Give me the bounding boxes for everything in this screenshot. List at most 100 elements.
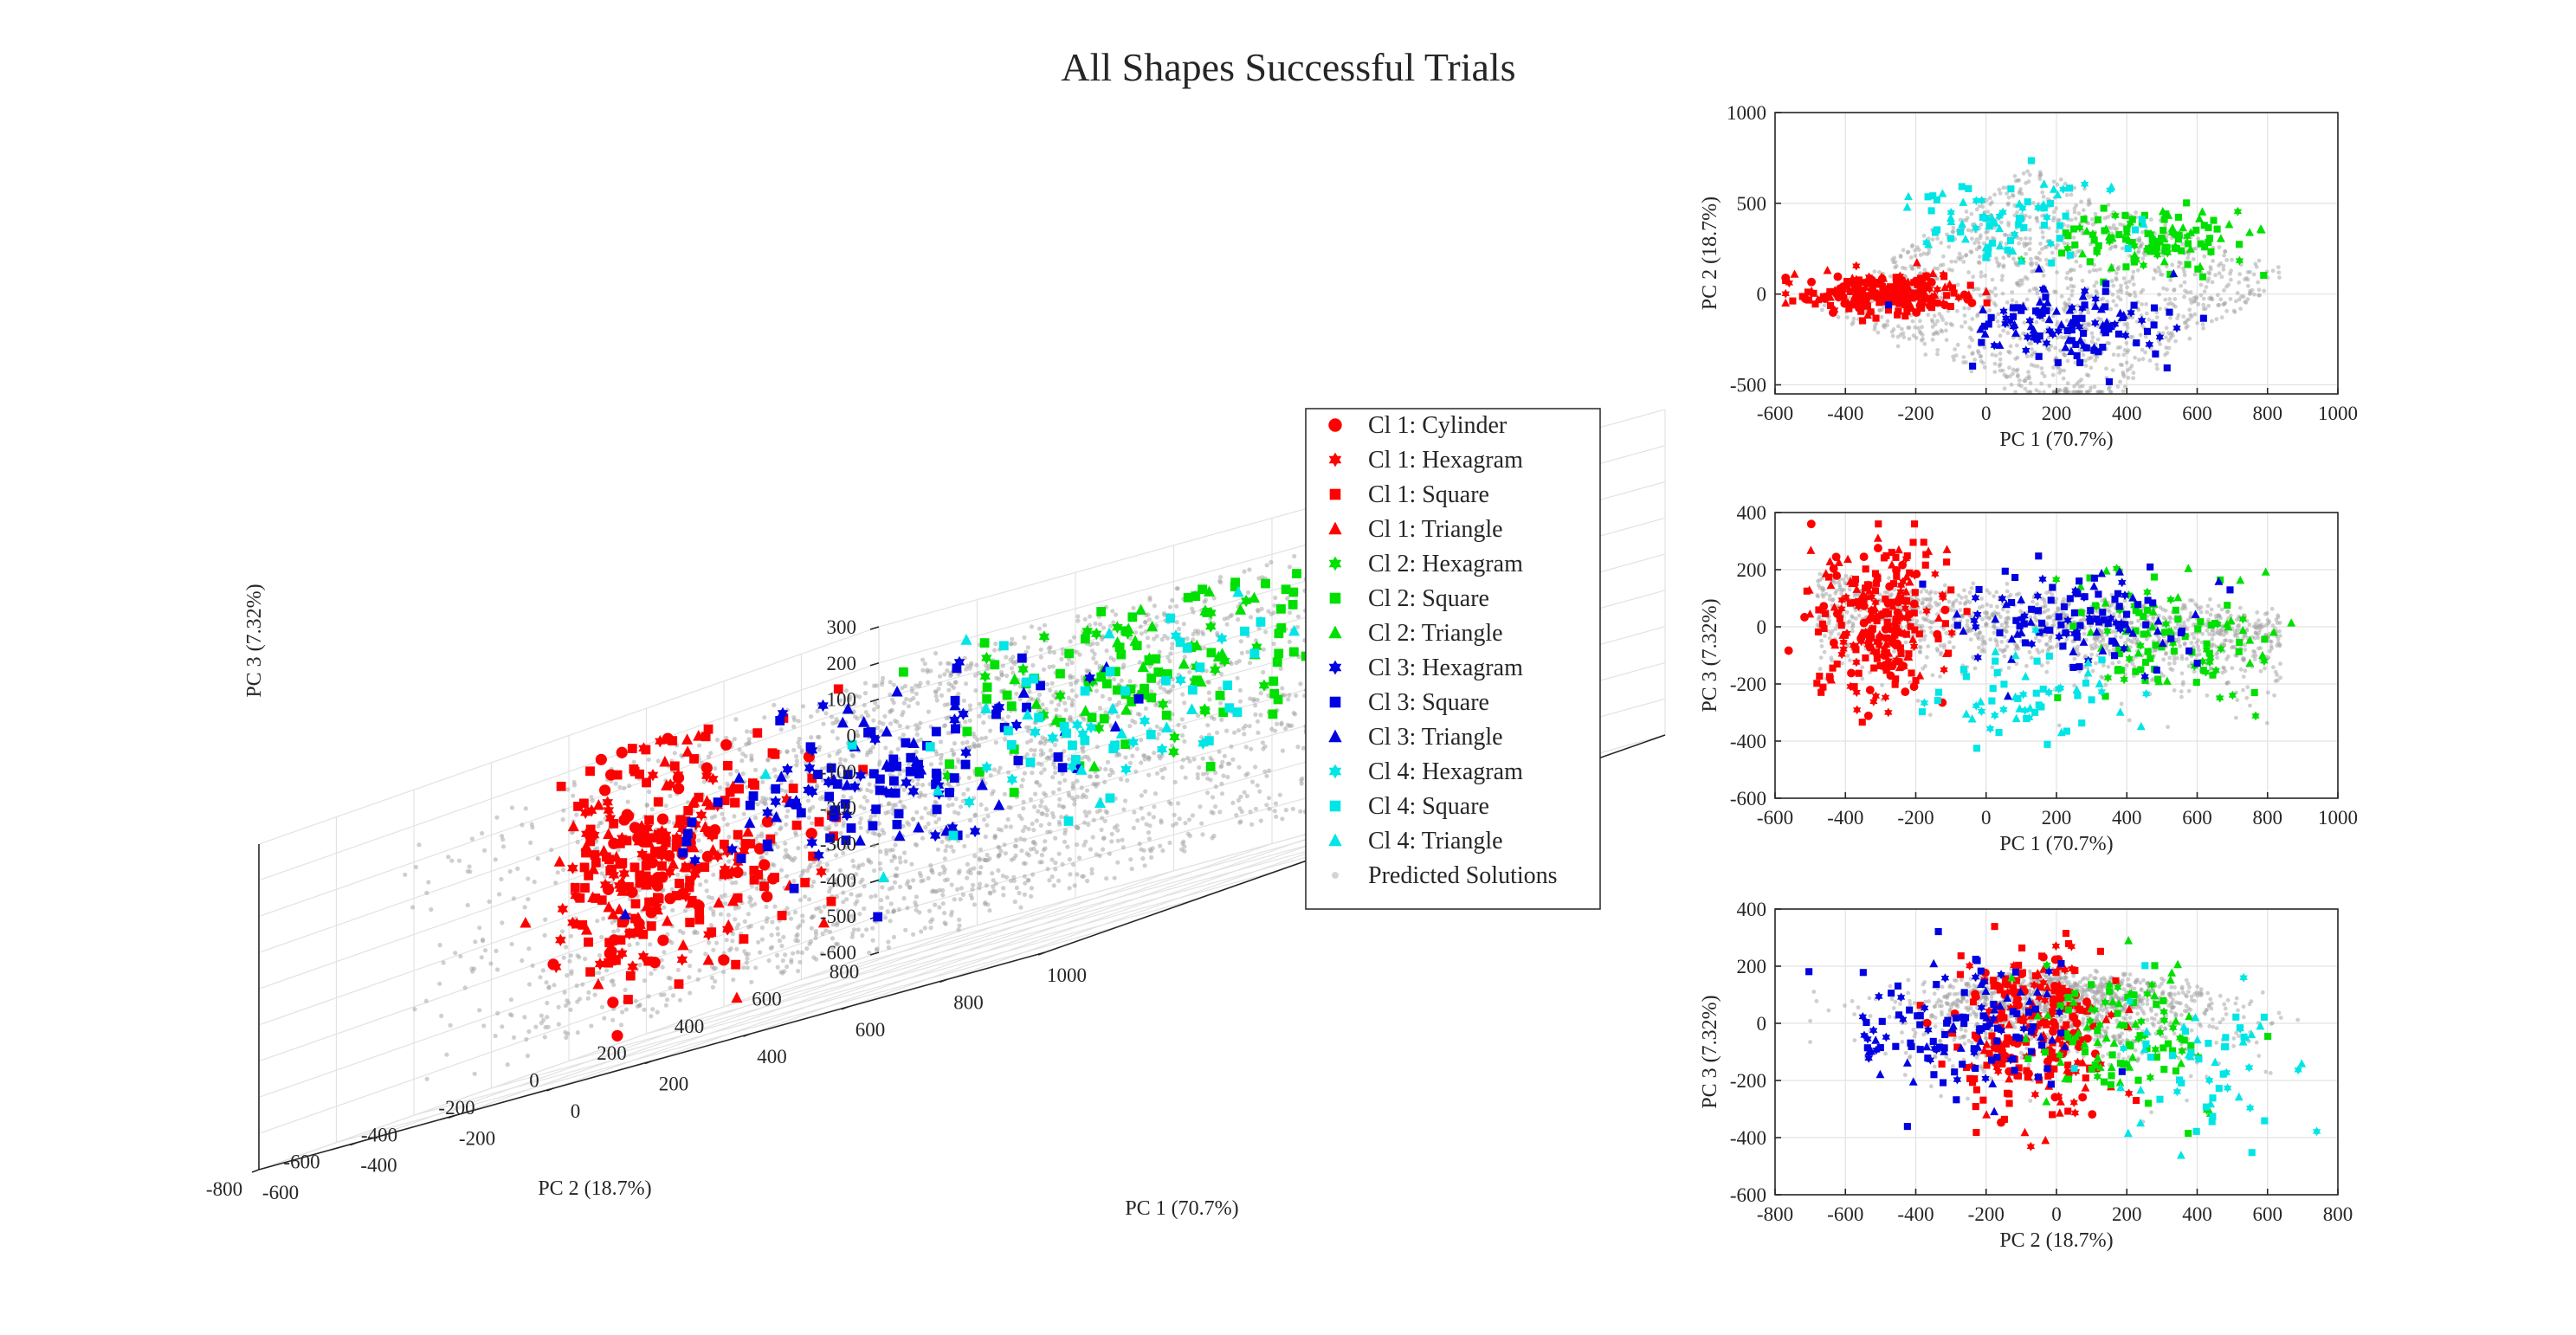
predicted-point xyxy=(2064,192,2069,197)
predicted-point xyxy=(1009,666,1015,671)
predicted-point xyxy=(857,820,862,826)
predicted-point xyxy=(1149,855,1154,861)
predicted-point xyxy=(1132,809,1137,815)
data-point xyxy=(1062,728,1072,738)
predicted-point xyxy=(565,973,570,978)
predicted-point xyxy=(2076,379,2082,384)
predicted-point xyxy=(1983,274,1987,278)
predicted-point xyxy=(2095,290,2100,295)
predicted-point xyxy=(841,850,846,856)
predicted-point xyxy=(813,928,818,934)
predicted-point xyxy=(2021,331,2026,336)
predicted-point xyxy=(1139,806,1144,811)
predicted-point xyxy=(662,950,667,955)
predicted-point xyxy=(2009,382,2014,387)
predicted-point xyxy=(841,821,847,826)
data-point xyxy=(722,919,734,931)
subplot-pc1-pc2: -600 -400 -200 0 200 400 600 800 1000-5000500100… xyxy=(1699,102,2358,451)
predicted-point xyxy=(963,719,968,725)
predicted-point xyxy=(1006,804,1011,810)
predicted-point xyxy=(804,946,810,951)
predicted-point xyxy=(1024,751,1030,758)
predicted-point xyxy=(830,720,836,726)
predicted-point xyxy=(2065,286,2070,291)
predicted-point xyxy=(2154,315,2160,319)
data-point xyxy=(892,761,902,771)
predicted-point xyxy=(1053,835,1058,841)
predicted-point xyxy=(1213,784,1218,790)
predicted-point xyxy=(713,766,718,771)
predicted-point xyxy=(564,1035,569,1040)
predicted-point xyxy=(1961,260,1966,264)
predicted-point xyxy=(1181,622,1186,627)
predicted-point xyxy=(1959,324,1965,329)
predicted-point xyxy=(2192,272,2198,277)
predicted-point xyxy=(800,913,805,919)
predicted-point xyxy=(2136,358,2141,362)
data-point xyxy=(1080,735,1090,745)
predicted-point xyxy=(1133,769,1139,774)
predicted-point xyxy=(1080,795,1085,800)
data-point xyxy=(1080,686,1090,696)
predicted-point xyxy=(1205,790,1211,796)
predicted-point xyxy=(1271,642,1276,647)
predicted-point xyxy=(556,1022,561,1027)
predicted-point xyxy=(2083,358,2088,363)
predicted-point xyxy=(860,877,865,882)
predicted-point xyxy=(1069,701,1075,706)
predicted-point xyxy=(2099,317,2103,322)
predicted-point xyxy=(1264,563,1269,568)
data-point xyxy=(733,829,743,840)
data-point xyxy=(1096,607,1107,616)
predicted-point xyxy=(2200,322,2205,326)
predicted-point xyxy=(801,704,806,709)
predicted-point xyxy=(1052,742,1058,748)
predicted-point xyxy=(1111,620,1116,625)
predicted-point xyxy=(1043,839,1048,844)
predicted-point xyxy=(505,1062,510,1067)
predicted-point xyxy=(1901,248,1906,253)
predicted-point xyxy=(1217,578,1223,584)
legend-marker xyxy=(1329,800,1341,812)
predicted-point xyxy=(522,1015,527,1020)
z-tick-label: -300 xyxy=(820,834,856,855)
data-point xyxy=(1927,298,1937,307)
predicted-point xyxy=(681,930,686,935)
legend-marker xyxy=(1329,696,1341,708)
predicted-point xyxy=(1210,835,1215,841)
predicted-point xyxy=(1130,718,1135,724)
predicted-point xyxy=(655,1009,660,1015)
legend-marker xyxy=(1329,592,1341,604)
predicted-point xyxy=(1990,235,1995,241)
predicted-point xyxy=(2216,293,2220,298)
predicted-point xyxy=(914,683,919,688)
data-point xyxy=(681,836,692,847)
predicted-point xyxy=(2073,216,2078,222)
predicted-point xyxy=(1275,721,1280,726)
predicted-point xyxy=(1018,836,1023,842)
predicted-point xyxy=(2133,293,2138,299)
predicted-point xyxy=(785,809,791,814)
predicted-point xyxy=(2206,303,2211,308)
data-point xyxy=(2139,261,2148,270)
predicted-point xyxy=(1927,250,1932,255)
predicted-point xyxy=(2125,291,2129,295)
data-point xyxy=(676,953,688,966)
predicted-point xyxy=(1072,802,1077,807)
predicted-point xyxy=(1244,793,1249,799)
predicted-point xyxy=(1185,636,1190,642)
data-point xyxy=(777,911,787,920)
data-point xyxy=(1276,603,1286,614)
data-point xyxy=(709,824,721,836)
predicted-point xyxy=(953,680,959,685)
predicted-point xyxy=(1258,691,1263,696)
predicted-point xyxy=(2069,288,2075,293)
predicted-point xyxy=(1997,187,2002,192)
data-point xyxy=(575,893,585,903)
data-point xyxy=(1146,730,1156,739)
predicted-point xyxy=(2029,256,2033,261)
predicted-point xyxy=(1964,210,1969,214)
predicted-point xyxy=(1879,314,1884,319)
data-point xyxy=(866,727,876,737)
data-point xyxy=(951,724,960,734)
